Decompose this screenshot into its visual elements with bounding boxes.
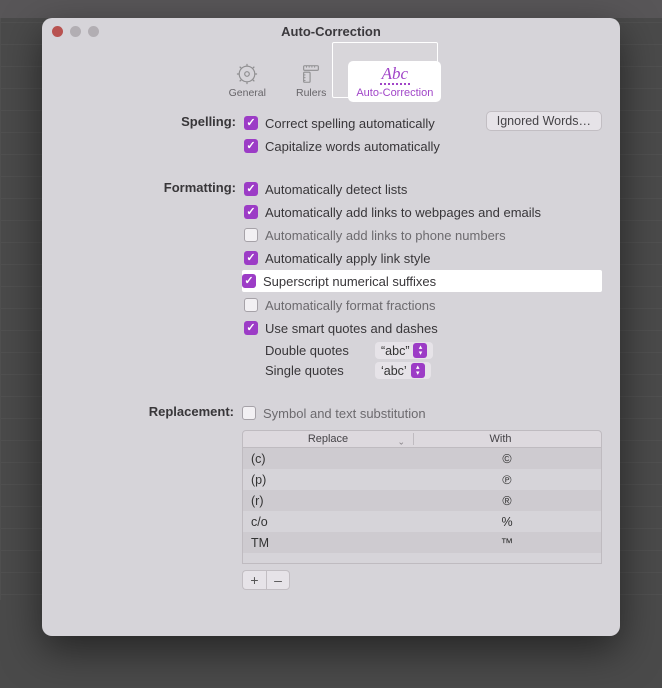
- cell-replace: (p): [243, 473, 413, 487]
- window-controls[interactable]: [52, 26, 99, 37]
- cell-replace: (r): [243, 494, 413, 508]
- tab-general[interactable]: General: [221, 59, 274, 102]
- single-quotes-row: Single quotes ‘abc’ ▴▾: [265, 362, 602, 379]
- opt-fractions[interactable]: Automatically format fractions: [244, 294, 602, 316]
- opt-label: Symbol and text substitution: [263, 406, 426, 421]
- section-replacement: Replacement: Symbol and text substitutio…: [42, 402, 602, 590]
- close-icon[interactable]: [52, 26, 63, 37]
- checkbox-icon[interactable]: [244, 251, 258, 265]
- section-label: Spelling:: [42, 112, 244, 158]
- cell-with: %: [413, 515, 601, 529]
- opt-label: Automatically add links to webpages and …: [265, 205, 541, 220]
- ignored-words-button[interactable]: Ignored Words…: [486, 111, 602, 131]
- checkbox-icon[interactable]: [242, 406, 256, 420]
- section-label: Formatting:: [42, 178, 244, 382]
- tab-label: Rulers: [296, 87, 326, 99]
- opt-smart-quotes[interactable]: Use smart quotes and dashes: [244, 317, 602, 339]
- single-quotes-popup[interactable]: ‘abc’ ▴▾: [375, 362, 431, 379]
- table-header: Replace With: [242, 430, 602, 448]
- tab-rulers[interactable]: Rulers: [288, 59, 334, 102]
- table-row[interactable]: TM™: [243, 532, 601, 553]
- cell-with: ®: [413, 494, 601, 508]
- table-row[interactable]: c/o%: [243, 511, 601, 532]
- tab-auto-correction[interactable]: Abc Auto-Correction: [348, 61, 441, 102]
- checkbox-icon[interactable]: [244, 321, 258, 335]
- opt-capitalize[interactable]: Capitalize words automatically: [244, 135, 602, 157]
- opt-links-phone[interactable]: Automatically add links to phone numbers: [244, 224, 602, 246]
- checkbox-icon[interactable]: [244, 298, 258, 312]
- table-row[interactable]: (c)©: [243, 448, 601, 469]
- preferences-window: Auto-Correction General Rulers Abc Auto-…: [42, 18, 620, 636]
- tab-label: Auto-Correction: [356, 87, 433, 99]
- section-formatting: Formatting: Automatically detect lists A…: [42, 178, 602, 382]
- ruler-icon: [300, 63, 322, 85]
- checkbox-icon[interactable]: [244, 139, 258, 153]
- popup-value: ‘abc’: [381, 364, 407, 378]
- cell-replace: TM: [243, 536, 413, 550]
- double-quotes-popup[interactable]: “abc” ▴▾: [375, 342, 433, 359]
- replacement-table: Replace With (c)©(p)℗(r)®c/o%TM™ + –: [242, 430, 602, 590]
- opt-symbol-sub[interactable]: Symbol and text substitution: [242, 402, 602, 424]
- checkbox-icon[interactable]: [244, 116, 258, 130]
- opt-label: Automatically add links to phone numbers: [265, 228, 506, 243]
- chevron-updown-icon: ▴▾: [413, 343, 427, 358]
- checkbox-icon[interactable]: [242, 274, 256, 288]
- checkbox-icon[interactable]: [244, 205, 258, 219]
- maximize-icon: [88, 26, 99, 37]
- checkbox-icon[interactable]: [244, 182, 258, 196]
- section-label: Replacement:: [42, 402, 242, 590]
- cell-with: ™: [413, 536, 601, 550]
- opt-link-style[interactable]: Automatically apply link style: [244, 247, 602, 269]
- window-title: Auto-Correction: [42, 18, 620, 46]
- opt-detect-lists[interactable]: Automatically detect lists: [244, 178, 602, 200]
- section-spelling: Spelling: Correct spelling automatically…: [42, 112, 602, 158]
- add-button[interactable]: +: [242, 570, 266, 590]
- opt-superscript[interactable]: Superscript numerical suffixes: [242, 270, 602, 292]
- popup-value: “abc”: [381, 344, 409, 358]
- cell-replace: c/o: [243, 515, 413, 529]
- quote-label: Single quotes: [265, 363, 375, 378]
- opt-label: Correct spelling automatically: [265, 116, 435, 131]
- cell-with: ℗: [413, 473, 601, 487]
- opt-label: Superscript numerical suffixes: [263, 274, 436, 289]
- opt-label: Use smart quotes and dashes: [265, 321, 438, 336]
- opt-label: Capitalize words automatically: [265, 139, 440, 154]
- tab-bar: General Rulers Abc Auto-Correction: [42, 46, 620, 102]
- titlebar: Auto-Correction: [42, 18, 620, 46]
- opt-links-web[interactable]: Automatically add links to webpages and …: [244, 201, 602, 223]
- table-row[interactable]: (r)®: [243, 490, 601, 511]
- opt-label: Automatically apply link style: [265, 251, 430, 266]
- opt-label: Automatically format fractions: [265, 298, 436, 313]
- opt-label: Automatically detect lists: [265, 182, 407, 197]
- opt-correct-spelling[interactable]: Correct spelling automatically Ignored W…: [244, 112, 602, 134]
- cell-replace: (c): [243, 452, 413, 466]
- cell-with: ©: [413, 452, 601, 466]
- col-with[interactable]: With: [413, 433, 587, 445]
- table-row[interactable]: (p)℗: [243, 469, 601, 490]
- quote-label: Double quotes: [265, 343, 375, 358]
- tab-label: General: [229, 87, 266, 99]
- add-remove-buttons: + –: [242, 570, 602, 590]
- col-replace[interactable]: Replace: [243, 433, 413, 445]
- minimize-icon: [70, 26, 81, 37]
- remove-button[interactable]: –: [266, 570, 290, 590]
- chevron-updown-icon: ▴▾: [411, 363, 425, 378]
- checkbox-icon[interactable]: [244, 228, 258, 242]
- gear-icon: [236, 63, 258, 85]
- double-quotes-row: Double quotes “abc” ▴▾: [265, 342, 602, 359]
- abc-icon: Abc: [380, 65, 410, 85]
- table-body[interactable]: (c)©(p)℗(r)®c/o%TM™: [242, 448, 602, 564]
